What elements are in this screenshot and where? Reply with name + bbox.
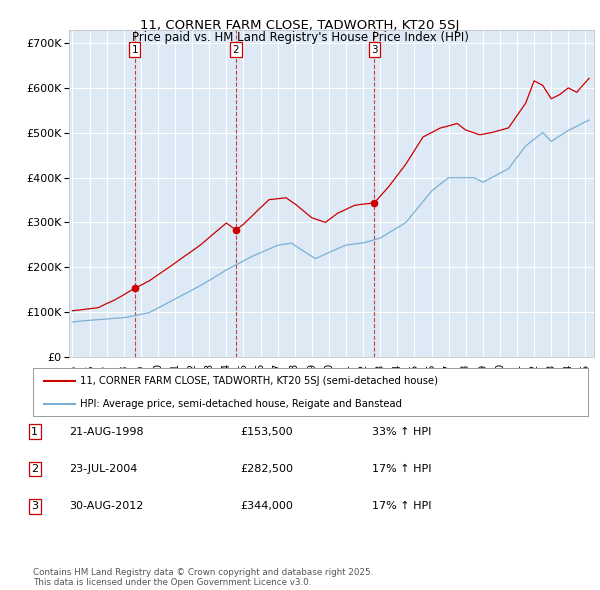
- Text: Contains HM Land Registry data © Crown copyright and database right 2025.
This d: Contains HM Land Registry data © Crown c…: [33, 568, 373, 587]
- Text: 33% ↑ HPI: 33% ↑ HPI: [372, 427, 431, 437]
- Text: 17% ↑ HPI: 17% ↑ HPI: [372, 464, 431, 474]
- Text: 30-AUG-2012: 30-AUG-2012: [69, 502, 143, 511]
- Text: 21-AUG-1998: 21-AUG-1998: [69, 427, 143, 437]
- Text: £344,000: £344,000: [240, 502, 293, 511]
- Text: 2: 2: [31, 464, 38, 474]
- Text: 23-JUL-2004: 23-JUL-2004: [69, 464, 137, 474]
- Text: 3: 3: [31, 502, 38, 511]
- Text: 2: 2: [233, 45, 239, 55]
- Text: 1: 1: [31, 427, 38, 437]
- Text: £153,500: £153,500: [240, 427, 293, 437]
- Text: 3: 3: [371, 45, 378, 55]
- Text: £282,500: £282,500: [240, 464, 293, 474]
- Text: 11, CORNER FARM CLOSE, TADWORTH, KT20 5SJ (semi-detached house): 11, CORNER FARM CLOSE, TADWORTH, KT20 5S…: [80, 376, 438, 386]
- Text: HPI: Average price, semi-detached house, Reigate and Banstead: HPI: Average price, semi-detached house,…: [80, 399, 402, 409]
- Text: 1: 1: [131, 45, 138, 55]
- Text: 17% ↑ HPI: 17% ↑ HPI: [372, 502, 431, 511]
- Text: 11, CORNER FARM CLOSE, TADWORTH, KT20 5SJ: 11, CORNER FARM CLOSE, TADWORTH, KT20 5S…: [140, 19, 460, 32]
- Text: Price paid vs. HM Land Registry's House Price Index (HPI): Price paid vs. HM Land Registry's House …: [131, 31, 469, 44]
